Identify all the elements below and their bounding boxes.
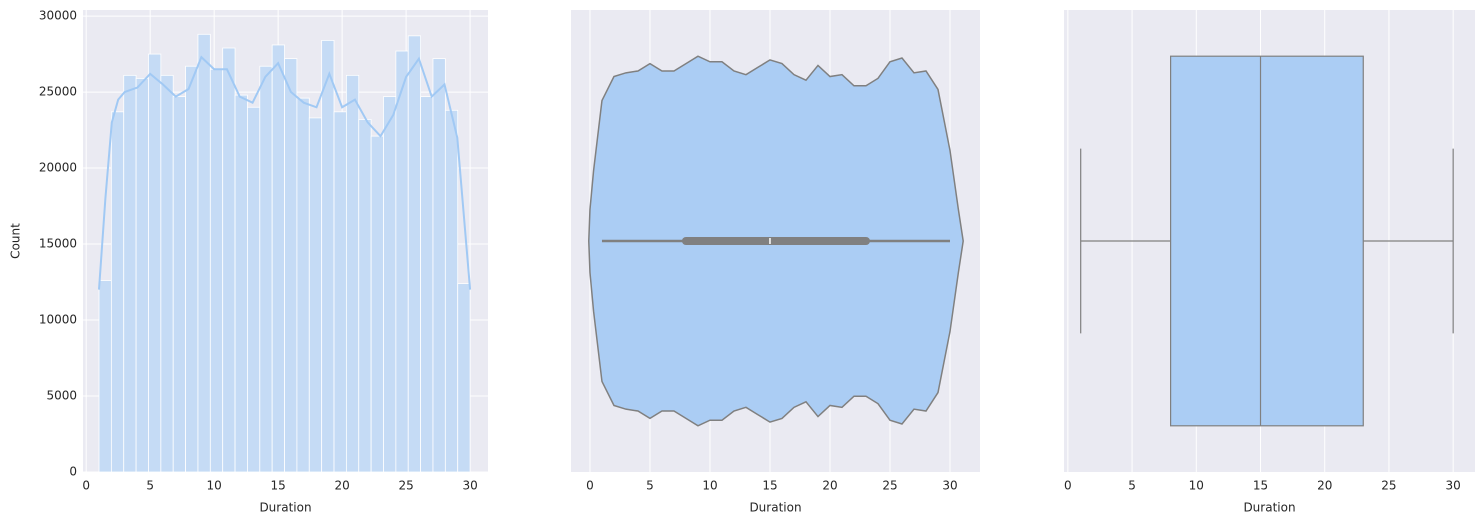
bar — [110, 111, 125, 473]
bar — [284, 58, 298, 473]
bar — [271, 44, 285, 473]
x-tick-label: 15 — [1253, 479, 1268, 493]
bar — [407, 35, 422, 473]
bar — [148, 53, 162, 473]
box — [1170, 55, 1364, 427]
bar — [247, 106, 261, 473]
bar — [185, 65, 199, 473]
bar — [259, 65, 273, 473]
x-axis-label: Duration — [749, 501, 801, 515]
bar — [420, 96, 434, 473]
bar — [308, 117, 323, 473]
bar — [123, 74, 137, 473]
bar — [197, 33, 211, 473]
x-tick-label: 25 — [1381, 479, 1396, 493]
y-tick-label: 10000 — [39, 313, 77, 327]
y-tick-label: 5000 — [46, 389, 77, 403]
y-tick-label: 20000 — [39, 161, 77, 175]
bar — [444, 109, 459, 473]
x-tick-label: 20 — [334, 479, 349, 493]
x-tick-label: 30 — [942, 479, 957, 493]
x-tick-label: 30 — [1446, 479, 1461, 493]
x-tick-label: 10 — [1189, 479, 1204, 493]
bar — [333, 111, 347, 473]
x-tick-label: 0 — [586, 479, 594, 493]
y-tick-label: 25000 — [39, 85, 77, 99]
y-tick-label: 15000 — [39, 237, 77, 251]
bar — [98, 280, 112, 473]
x-tick-label: 15 — [762, 479, 777, 493]
x-tick-label: 10 — [702, 479, 717, 493]
x-tick-label: 0 — [82, 479, 90, 493]
x-tick-label: 25 — [882, 479, 897, 493]
bar — [370, 135, 384, 473]
bar — [222, 47, 236, 473]
bar — [395, 50, 409, 473]
kde-line — [97, 55, 472, 290]
x-tick-label: 15 — [271, 479, 286, 493]
y-tick-label: 0 — [69, 465, 77, 479]
bar — [432, 58, 446, 473]
bar — [358, 119, 372, 473]
bar — [234, 94, 248, 473]
bar — [135, 77, 149, 473]
bar — [172, 96, 186, 473]
y-axis-label: Count — [9, 223, 23, 259]
bar — [296, 97, 310, 473]
x-axis-label: Duration — [1243, 501, 1295, 515]
bar — [345, 74, 360, 473]
bar — [457, 283, 471, 473]
x-axis-label: Duration — [259, 501, 311, 515]
x-tick-label: 5 — [146, 479, 154, 493]
bar — [160, 74, 174, 473]
x-tick-label: 20 — [822, 479, 837, 493]
x-tick-label: 10 — [207, 479, 222, 493]
x-tick-label: 0 — [1064, 479, 1072, 493]
x-tick-label: 5 — [646, 479, 654, 493]
x-tick-label: 20 — [1317, 479, 1332, 493]
x-tick-label: 5 — [1128, 479, 1136, 493]
bar — [383, 96, 397, 473]
x-tick-label: 30 — [462, 479, 477, 493]
x-tick-label: 25 — [398, 479, 413, 493]
y-tick-label: 30000 — [39, 9, 77, 23]
bar — [321, 39, 335, 473]
bar — [209, 68, 224, 473]
